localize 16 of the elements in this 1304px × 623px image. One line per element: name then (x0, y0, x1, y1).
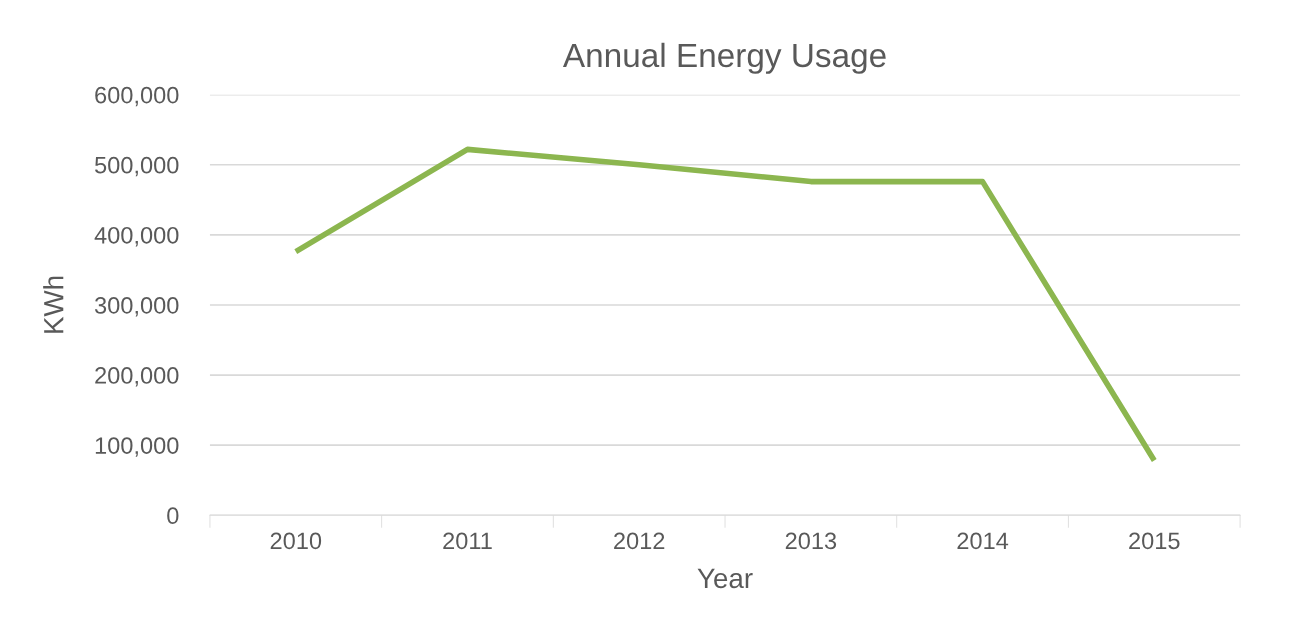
y-tick-label: 600,000 (95, 86, 179, 107)
x-tick-label: 2010 (270, 532, 322, 550)
y-tick-label: 0 (167, 507, 179, 525)
y-tick-label: 400,000 (94, 226, 179, 247)
x-tick-label: 2015 (1129, 532, 1180, 550)
x-tick-label: 2012 (614, 532, 665, 550)
y-axis-title: KWh (43, 276, 64, 333)
y-tick-label: 100,000 (95, 437, 179, 457)
x-tick-label: 2011 (443, 532, 492, 550)
x-tick-label: 2013 (785, 532, 837, 550)
y-tick-label: 500,000 (94, 156, 179, 177)
x-tick-label: 2014 (957, 532, 1009, 550)
x-axis-title: Year (697, 568, 753, 589)
chart-title: Annual Energy Usage (562, 42, 886, 74)
y-tick-label: 200,000 (95, 367, 179, 387)
y-tick-label: 300,000 (94, 297, 179, 317)
